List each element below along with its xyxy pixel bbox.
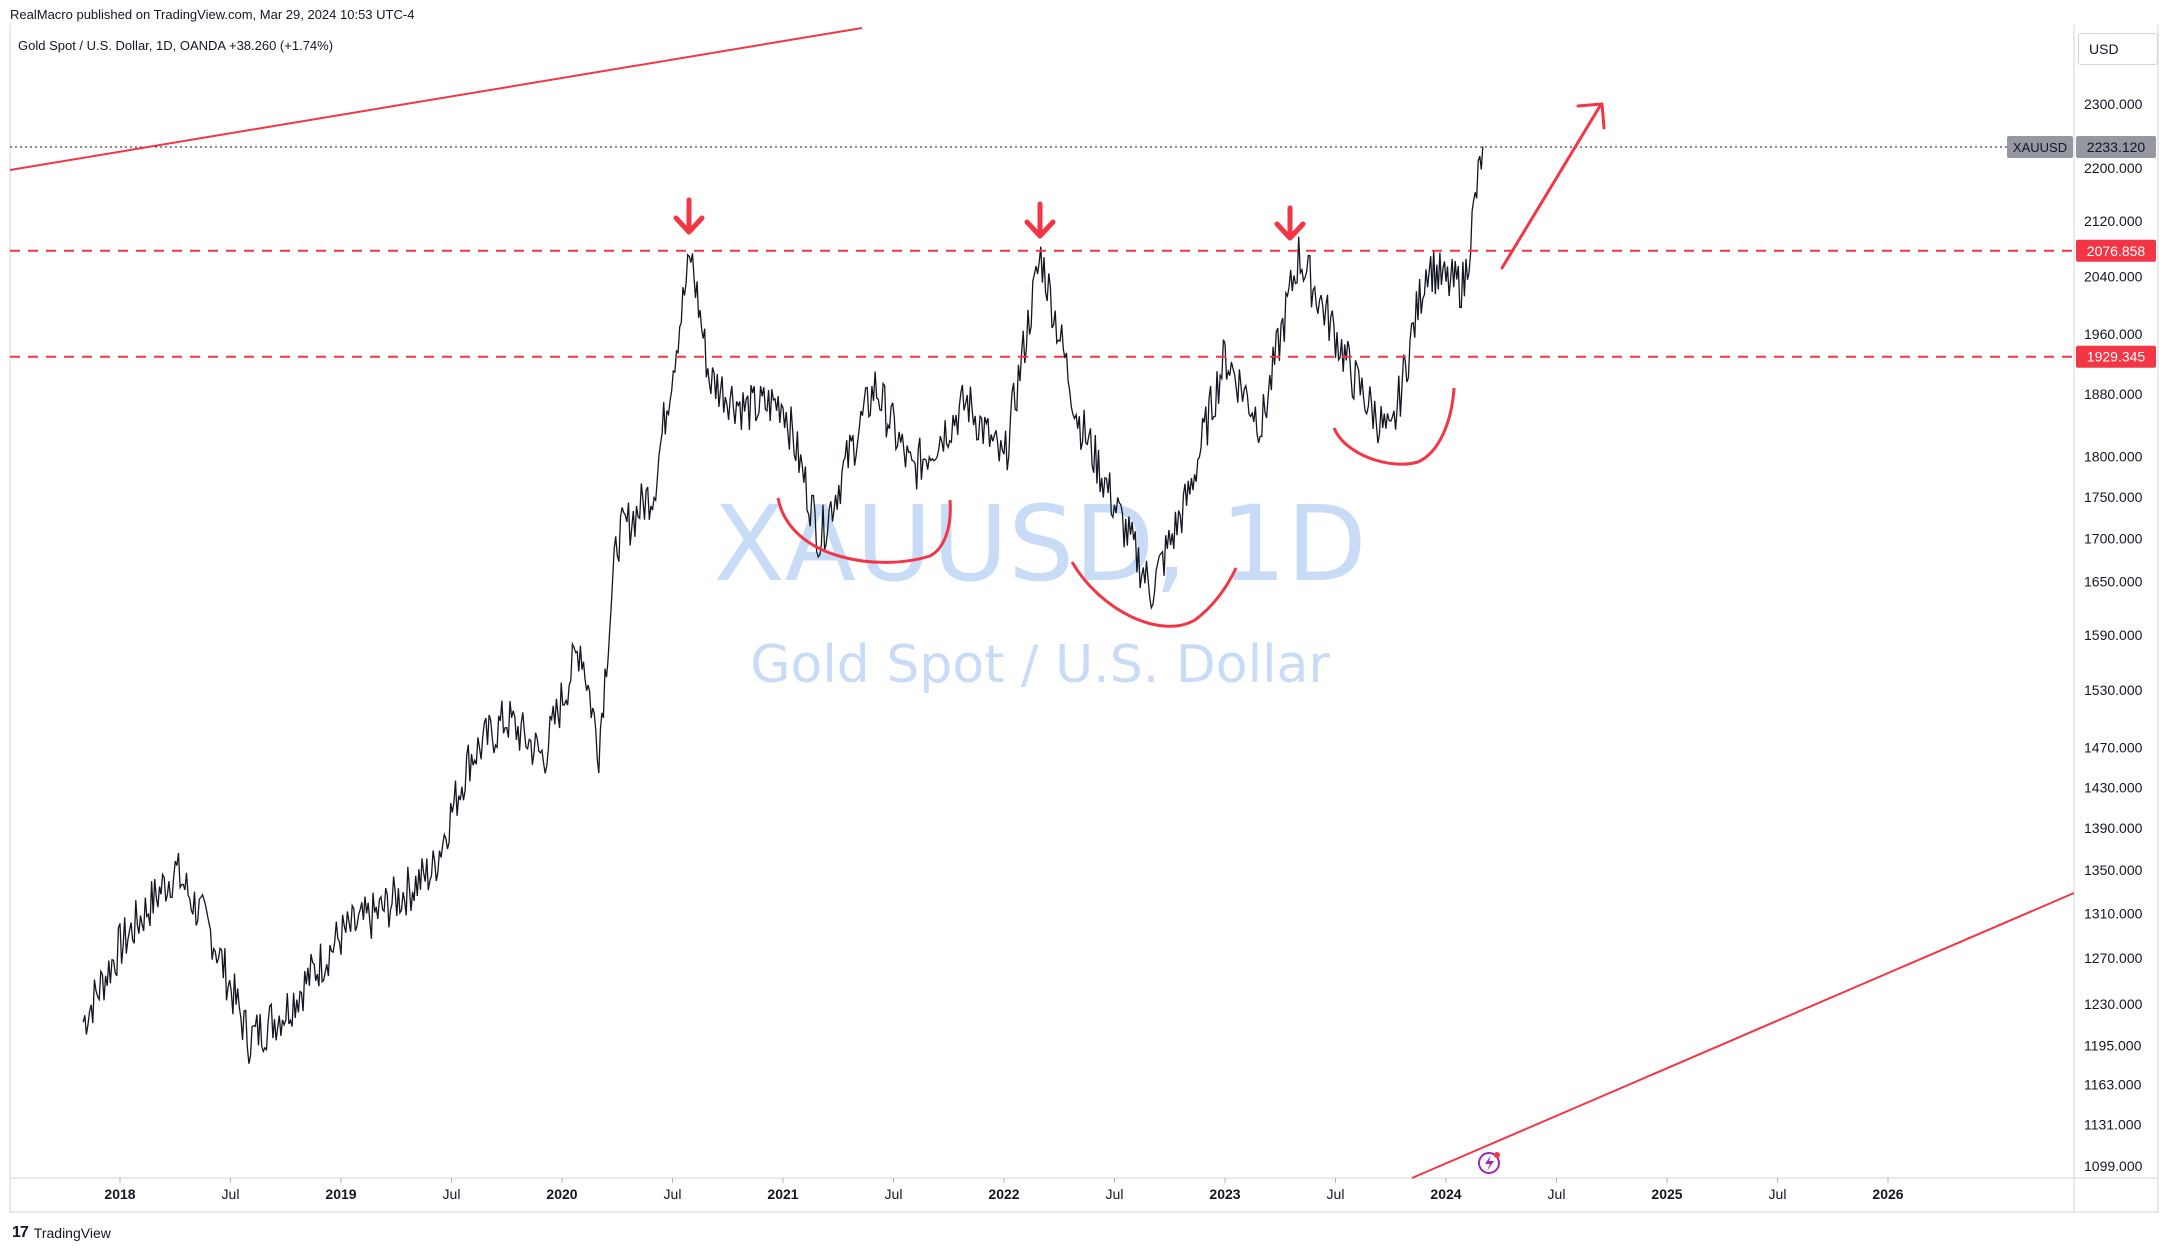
price-tick-label: 1099.000 (2084, 1158, 2143, 1174)
time-tick-label: Jul (1769, 1186, 1787, 1202)
currency-label: USD (2089, 41, 2119, 57)
price-scale[interactable]: 2300.000 2200.000 2120.000 2040.000 1960.000… (2084, 96, 2143, 1174)
time-tick-label: Jul (1106, 1186, 1124, 1202)
upper-trendline[interactable] (9, 27, 863, 171)
time-tick-label: 2025 (1651, 1186, 1682, 1202)
last-price-symbol: XAUUSD (2013, 140, 2067, 155)
time-tick-label: 2020 (546, 1186, 577, 1202)
price-tick-label: 2300.000 (2084, 96, 2143, 112)
price-tick-label: 1590.000 (2084, 627, 2143, 643)
price-tick-label: 1131.000 (2084, 1117, 2142, 1133)
level-lower-badge: 1929.345 (2076, 345, 2156, 368)
time-tick-label: 2022 (988, 1186, 1019, 1202)
price-series-line (82, 146, 1484, 1064)
time-tick-label: 2018 (104, 1186, 135, 1202)
price-tick-label: 1880.000 (2084, 386, 2143, 402)
lower-trendline[interactable] (1411, 892, 2075, 1179)
time-tick-label: Jul (222, 1186, 240, 1202)
time-tick-label: Jul (1327, 1186, 1345, 1202)
symbol-legend[interactable]: Gold Spot / U.S. Dollar, 1D, OANDA +38.2… (18, 38, 334, 53)
peak-arrow-2[interactable] (1024, 201, 1056, 239)
price-tick-label: 1800.000 (2084, 448, 2143, 464)
time-tick-label: 2019 (325, 1186, 356, 1202)
cup-curve-3[interactable] (1332, 387, 1456, 466)
last-price-badge: XAUUSD 2233.120 (2007, 136, 2156, 158)
price-tick-label: 1270.000 (2084, 950, 2143, 966)
watermark-symbol: XAUUSD, 1D (713, 483, 1366, 605)
price-tick-label: 1700.000 (2084, 531, 2143, 547)
time-tick-label: Jul (664, 1186, 682, 1202)
price-tick-label: 1350.000 (2084, 862, 2143, 878)
price-tick-label: 1750.000 (2084, 489, 2143, 505)
breakout-arrow[interactable] (1500, 102, 1606, 270)
watermark-name: Gold Spot / U.S. Dollar (750, 635, 1330, 695)
time-tick-label: 2021 (767, 1186, 798, 1202)
price-tick-label: 1430.000 (2084, 779, 2143, 795)
price-tick-label: 1163.000 (2084, 1077, 2142, 1093)
level-upper-value: 2076.858 (2087, 243, 2146, 259)
publisher-credit: RealMacro published on TradingView.com, … (10, 7, 415, 22)
time-tick-label: Jul (443, 1186, 461, 1202)
time-tick-label: Jul (885, 1186, 903, 1202)
time-scale[interactable]: 2018 Jul 2019 Jul 2020 Jul 2021 Jul 2022 Jul 2023 J… (104, 1178, 1904, 1202)
event-marker-icon[interactable] (1478, 1152, 1500, 1174)
tradingview-logo-icon: 17 (12, 1224, 29, 1241)
cup-curve-2[interactable] (1070, 561, 1238, 628)
last-price-value: 2233.120 (2087, 139, 2146, 155)
price-tick-label: 1230.000 (2084, 996, 2143, 1012)
footer-brand: TradingView (33, 1225, 111, 1241)
price-tick-label: 2200.000 (2084, 160, 2143, 176)
cup-curve-1[interactable] (776, 497, 952, 564)
price-tick-label: 1470.000 (2084, 740, 2143, 756)
time-tick-label: 2024 (1430, 1186, 1461, 1202)
time-tick-label: 2026 (1872, 1186, 1903, 1202)
time-tick-label: Jul (1548, 1186, 1566, 1202)
price-tick-label: 1390.000 (2084, 820, 2143, 836)
tradingview-logo[interactable]: 17 TradingView (12, 1224, 111, 1242)
level-lower-value: 1929.345 (2087, 349, 2146, 365)
price-tick-label: 2120.000 (2084, 213, 2143, 229)
price-tick-label: 1195.000 (2084, 1038, 2142, 1054)
price-tick-label: 1530.000 (2084, 682, 2143, 698)
time-tick-label: 2023 (1209, 1186, 1240, 1202)
level-upper-badge: 2076.858 (2076, 239, 2156, 262)
price-tick-label: 1310.000 (2084, 905, 2143, 921)
price-tick-label: 1960.000 (2084, 326, 2143, 342)
price-tick-label: 2040.000 (2084, 269, 2143, 285)
peak-arrow-3[interactable] (1274, 205, 1306, 241)
price-tick-label: 1650.000 (2084, 574, 2143, 590)
peak-arrow-1[interactable] (673, 197, 705, 235)
